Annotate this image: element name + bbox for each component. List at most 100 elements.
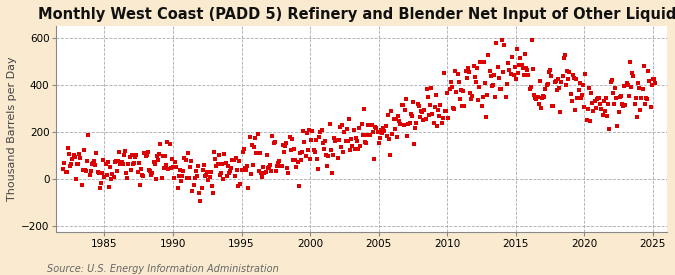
Point	[649, 77, 659, 81]
Point	[128, 161, 138, 166]
Point	[508, 73, 519, 77]
Point	[275, 164, 286, 168]
Point	[526, 37, 537, 42]
Point	[437, 116, 448, 120]
Point	[322, 163, 333, 168]
Point	[259, 171, 270, 175]
Point	[431, 93, 441, 97]
Point	[434, 114, 445, 118]
Point	[289, 147, 300, 151]
Point	[119, 149, 130, 154]
Point	[608, 91, 618, 96]
Point	[84, 173, 95, 178]
Point	[271, 164, 282, 168]
Point	[130, 155, 140, 159]
Point	[312, 156, 323, 161]
Point	[105, 164, 115, 169]
Point	[279, 144, 290, 148]
Point	[634, 86, 645, 90]
Point	[622, 83, 633, 87]
Point	[549, 79, 560, 84]
Point	[215, 171, 226, 176]
Point	[525, 85, 536, 89]
Point	[184, 176, 194, 180]
Point	[581, 118, 592, 122]
Point	[205, 170, 216, 174]
Point	[182, 176, 192, 180]
Point	[333, 138, 344, 142]
Point	[493, 76, 504, 80]
Point	[91, 151, 102, 155]
Point	[156, 176, 167, 180]
Point	[313, 167, 323, 172]
Point	[457, 104, 468, 109]
Point	[115, 161, 126, 166]
Point	[543, 69, 554, 74]
Point	[458, 89, 468, 94]
Point	[598, 99, 609, 104]
Point	[304, 157, 315, 161]
Point	[357, 132, 368, 137]
Point	[96, 180, 107, 185]
Point	[627, 71, 638, 75]
Point	[309, 150, 320, 155]
Point	[204, 175, 215, 179]
Point	[243, 186, 254, 190]
Point	[314, 135, 325, 139]
Point	[416, 110, 427, 114]
Point	[538, 94, 549, 98]
Point	[414, 115, 425, 120]
Point	[65, 164, 76, 168]
Point	[73, 162, 84, 166]
Point	[401, 97, 412, 102]
Point	[159, 154, 170, 158]
Point	[118, 152, 129, 157]
Point	[628, 74, 639, 78]
Point	[163, 167, 174, 171]
Point	[217, 162, 227, 166]
Point	[219, 152, 230, 156]
Point	[546, 73, 557, 78]
Point	[103, 185, 114, 189]
Point	[402, 134, 412, 139]
Point	[103, 160, 113, 164]
Point	[129, 161, 140, 165]
Point	[472, 98, 483, 103]
Point	[363, 123, 374, 128]
Point	[227, 157, 238, 162]
Point	[492, 65, 503, 69]
Point	[256, 175, 267, 179]
Point	[406, 114, 417, 118]
Point	[296, 158, 306, 163]
Point	[153, 158, 163, 163]
Point	[611, 96, 622, 101]
Point	[561, 82, 572, 87]
Point	[556, 80, 567, 84]
Point	[260, 169, 271, 174]
Point	[197, 167, 208, 172]
Point	[271, 169, 281, 173]
Point	[70, 177, 81, 181]
Point	[383, 136, 394, 141]
Point	[375, 136, 385, 140]
Point	[560, 53, 570, 57]
Point	[474, 84, 485, 89]
Point	[568, 76, 579, 80]
Point	[235, 182, 246, 186]
Point	[428, 121, 439, 125]
Point	[429, 105, 440, 109]
Point	[369, 157, 379, 162]
Point	[603, 101, 614, 106]
Point	[250, 136, 261, 140]
Point	[186, 159, 196, 164]
Point	[504, 67, 514, 72]
Point	[416, 109, 427, 113]
Point	[93, 171, 104, 175]
Point	[421, 87, 432, 91]
Point	[319, 146, 329, 151]
Point	[209, 150, 219, 154]
Point	[113, 159, 124, 163]
Point	[620, 103, 631, 108]
Point	[489, 73, 500, 78]
Point	[192, 174, 202, 178]
